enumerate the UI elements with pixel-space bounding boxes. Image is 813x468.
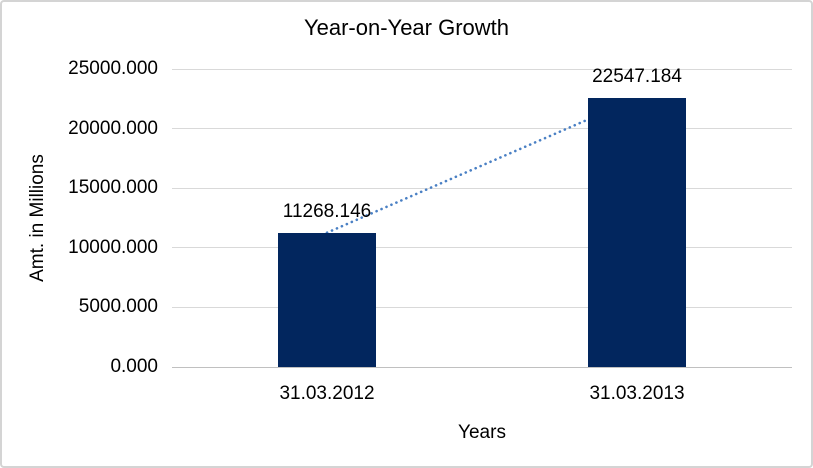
gridline: [172, 247, 792, 249]
y-axis-tick-label: 25000.000: [68, 58, 158, 79]
chart-bar: [278, 232, 376, 367]
y-axis-tick-label: 20000.000: [68, 117, 158, 139]
y-axis-tick-labels: 0.000 5000.000 10000.000 15000.000 20000.000…: [2, 2, 158, 466]
bar-data-label: 11268.146: [282, 200, 372, 222]
trendline-dotted: [325, 96, 639, 234]
chart-title: Year-on-Year Growth: [303, 15, 510, 40]
x-axis-category-label: 31.03.2013: [589, 383, 685, 404]
chart-bar: [588, 98, 686, 367]
gridline: [172, 128, 792, 130]
gridline: [172, 187, 792, 189]
bar-data-label: 22547.184: [592, 66, 682, 88]
plot-area: 11268.146 22547.184: [172, 66, 792, 368]
y-axis-tick-label: 10000.000: [68, 236, 158, 258]
y-axis-tick-label: 0.000: [110, 356, 158, 377]
x-axis-title: Years: [458, 422, 506, 443]
trendline: [325, 96, 639, 234]
x-axis-category-label: 31.03.2012: [279, 383, 375, 404]
y-axis-tick-label: 5000.000: [78, 296, 158, 318]
gridline: [172, 306, 792, 308]
y-axis-tick-label: 15000.000: [68, 177, 158, 199]
gridline: [172, 68, 792, 70]
x-axis-line: [172, 366, 792, 368]
